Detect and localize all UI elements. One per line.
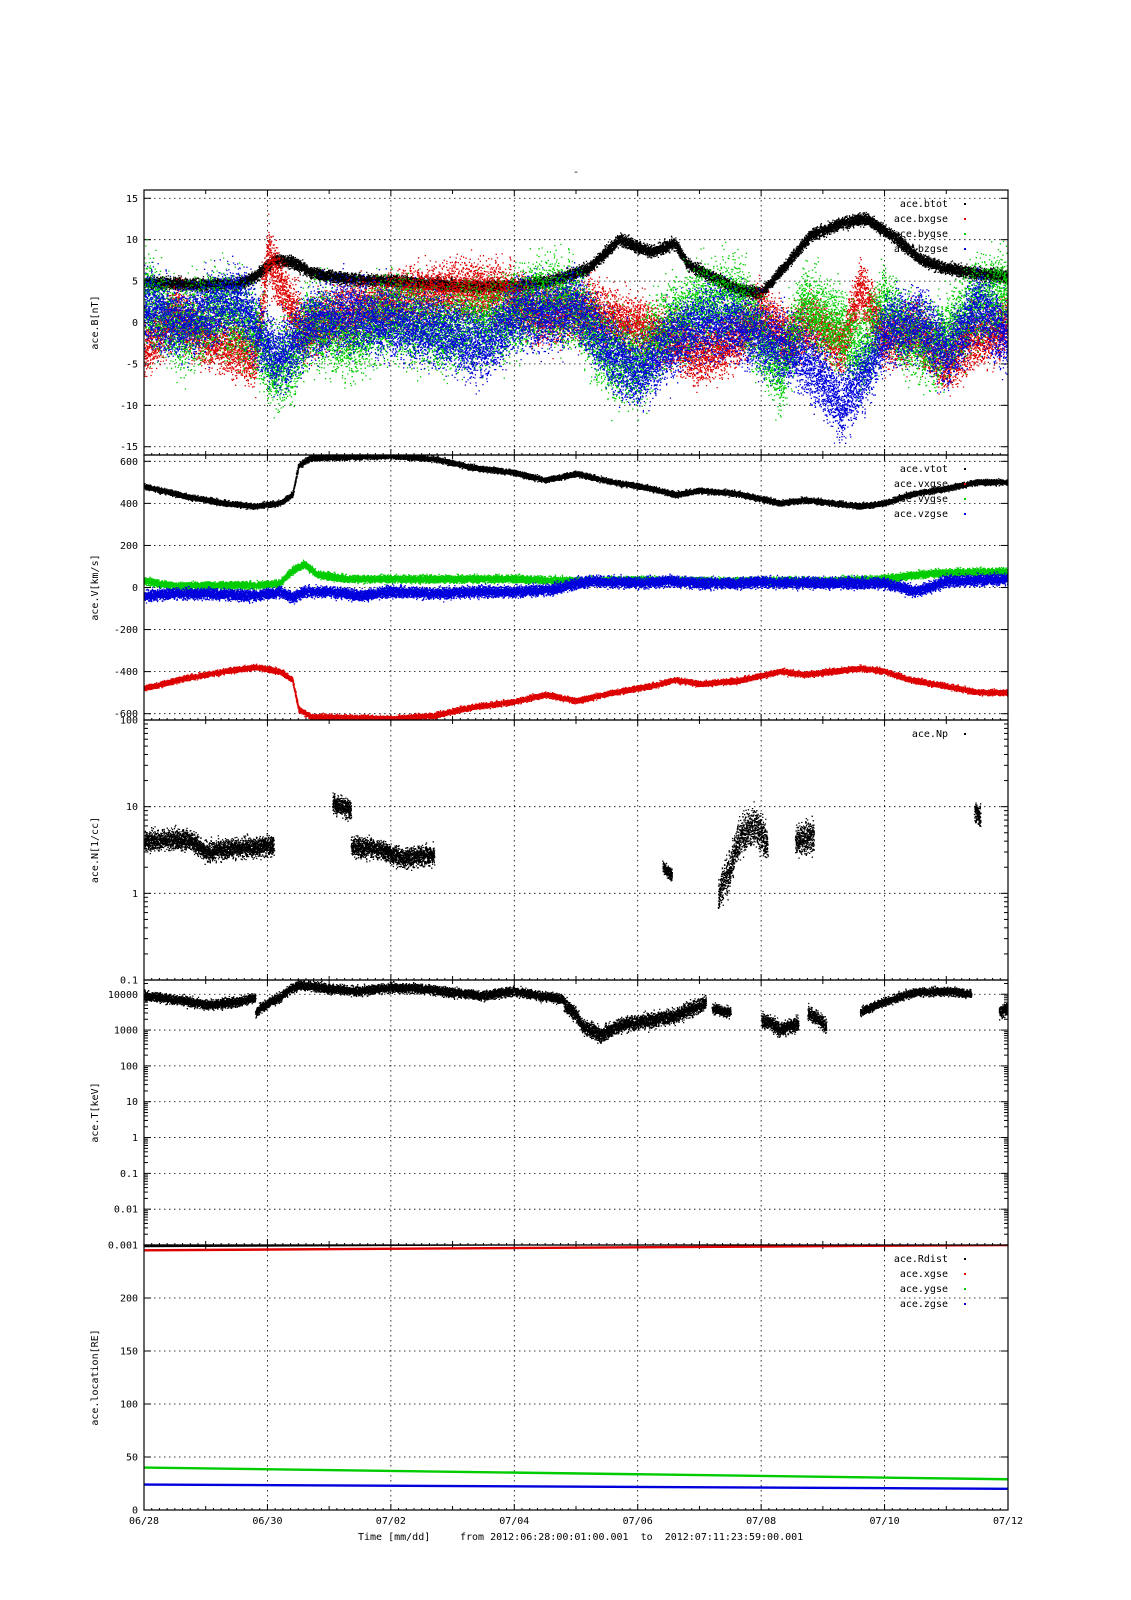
- y-axis-label: ace.location[RE]: [90, 1329, 101, 1425]
- y-tick-label: 10: [126, 802, 138, 813]
- legend-label: ace.ygse: [900, 1284, 948, 1295]
- y-tick-label: 100: [120, 1400, 138, 1411]
- legend-marker: [964, 1258, 966, 1260]
- legend-label: ace.vtot: [900, 464, 948, 475]
- x-tick-label: 07/08: [746, 1516, 776, 1527]
- x-tick-label: 07/06: [623, 1516, 653, 1527]
- y-axis-label: ace.N[1/cc]: [90, 817, 101, 883]
- y-tick-label: 0.01: [114, 1205, 138, 1216]
- legend-marker: [964, 733, 966, 735]
- legend-label: ace.zgse: [900, 1299, 948, 1310]
- y-tick-label: 0: [132, 318, 138, 329]
- legend-marker: [964, 218, 966, 220]
- y-tick-label: 400: [120, 499, 138, 510]
- legend-label: ace.bygse: [894, 229, 948, 240]
- y-tick-label: 0.001: [108, 1241, 138, 1252]
- figure-title: -: [573, 167, 579, 178]
- legend-label: ace.vxgse: [894, 479, 948, 490]
- legend-marker: [964, 1288, 966, 1290]
- y-tick-label: 15: [126, 194, 138, 205]
- y-tick-label: -5: [126, 359, 138, 370]
- legend-marker: [964, 248, 966, 250]
- y-tick-label: 0: [132, 583, 138, 594]
- y-tick-label: 0.1: [120, 976, 138, 987]
- x-tick-label: 06/28: [129, 1516, 159, 1527]
- y-tick-label: 50: [126, 1453, 138, 1464]
- y-tick-label: 100: [120, 716, 138, 727]
- y-tick-label: 5: [132, 277, 138, 288]
- y-tick-label: 10: [126, 1097, 138, 1108]
- legend-marker: [964, 483, 966, 485]
- y-tick-label: 1: [132, 1133, 138, 1144]
- legend-marker: [964, 513, 966, 515]
- y-axis-label: ace.T[keV]: [90, 1082, 101, 1142]
- y-axis-label: ace.V[km/s]: [90, 554, 101, 620]
- legend-marker: [964, 233, 966, 235]
- y-tick-label: 200: [120, 1294, 138, 1305]
- y-tick-label: 10000: [108, 990, 138, 1001]
- legend-label: ace.xgse: [900, 1269, 948, 1280]
- x-tick-label: 07/12: [993, 1516, 1023, 1527]
- y-axis-label: ace.B[nT]: [90, 295, 101, 349]
- y-tick-label: -400: [114, 667, 138, 678]
- x-tick-label: 07/02: [376, 1516, 406, 1527]
- y-tick-label: 0: [132, 1506, 138, 1517]
- legend-label: ace.vzgse: [894, 509, 948, 520]
- x-axis-label: Time [mm/dd]: [358, 1532, 430, 1543]
- legend-label: ace.vygse: [894, 494, 948, 505]
- y-tick-label: -10: [120, 401, 138, 412]
- x-tick-label: 06/30: [252, 1516, 282, 1527]
- y-tick-label: 100: [120, 1061, 138, 1072]
- legend-label: ace.bxgse: [894, 214, 948, 225]
- legend-marker: [964, 1303, 966, 1305]
- legend-label: ace.Np: [912, 729, 948, 740]
- y-tick-label: 0.1: [120, 1169, 138, 1180]
- y-tick-label: 200: [120, 541, 138, 552]
- y-tick-label: -15: [120, 442, 138, 453]
- y-tick-label: -200: [114, 625, 138, 636]
- legend-label: ace.bzgse: [894, 244, 948, 255]
- y-tick-label: 10: [126, 235, 138, 246]
- legend-label: ace.Rdist: [894, 1254, 948, 1265]
- y-tick-label: 600: [120, 457, 138, 468]
- y-tick-label: 1: [132, 889, 138, 900]
- legend-label: ace.btot: [900, 199, 948, 210]
- legend-marker: [964, 1273, 966, 1275]
- y-tick-label: 150: [120, 1347, 138, 1358]
- time-range-text: from 2012:06:28:00:01:00.001 to 2012:07:…: [460, 1532, 803, 1543]
- x-tick-label: 07/10: [870, 1516, 900, 1527]
- legend-marker: [964, 203, 966, 205]
- legend-marker: [964, 468, 966, 470]
- legend-marker: [964, 498, 966, 500]
- y-tick-label: 1000: [114, 1026, 138, 1037]
- x-tick-label: 07/04: [499, 1516, 529, 1527]
